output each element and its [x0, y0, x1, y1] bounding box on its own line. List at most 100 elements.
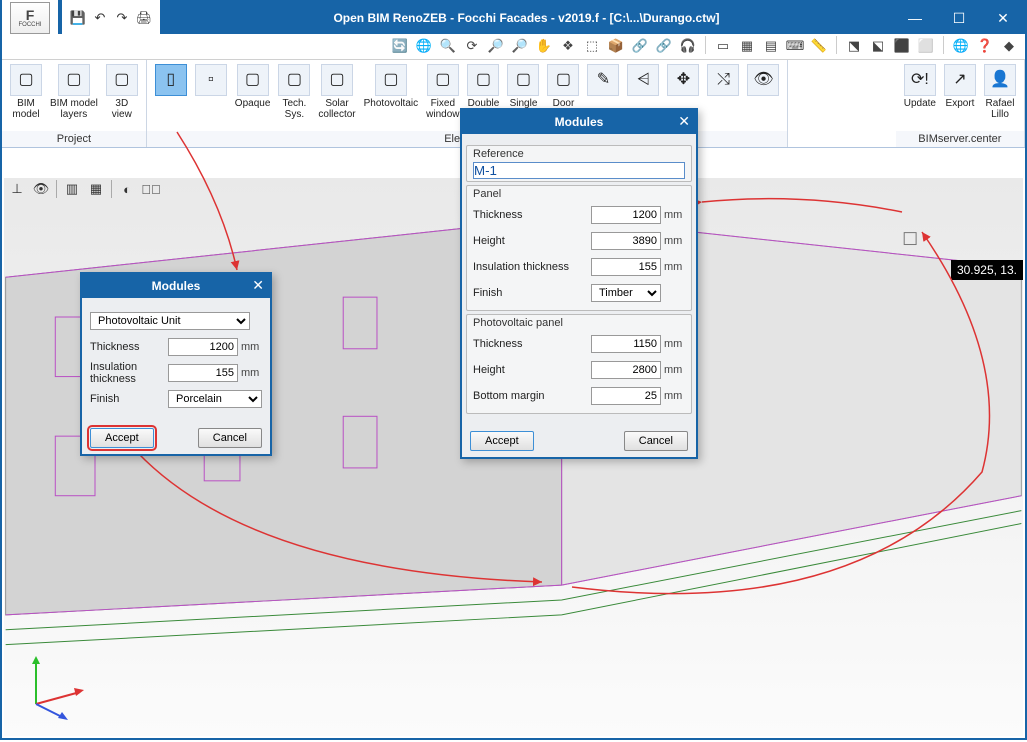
ribbon-solar[interactable]: ▢Solarcollector	[314, 62, 359, 129]
photovoltaic-icon: ▢	[375, 64, 407, 96]
viewport-tool-icon[interactable]: ◐	[118, 180, 136, 198]
ribbon-export[interactable]: ↗ Export	[940, 62, 980, 129]
photovoltaic-section: Photovoltaic panel	[473, 317, 685, 329]
ribbon-edit4[interactable]: ⤭	[703, 62, 743, 129]
toolbar-icon[interactable]: 🔎	[486, 36, 506, 56]
ribbon-label: Export	[946, 98, 975, 109]
toolbar-icon[interactable]: 🎧	[678, 36, 698, 56]
toolbar-icon[interactable]: ⬛	[892, 36, 912, 56]
toolbar-icon[interactable]: 🔗	[630, 36, 650, 56]
dialog-title[interactable]: Modules ✕	[82, 274, 270, 298]
ribbon-bim-model[interactable]: ▢BIMmodel	[6, 62, 46, 129]
toolbar-icon[interactable]: ⬕	[868, 36, 888, 56]
toolbar-icon[interactable]: 🌐	[414, 36, 434, 56]
pv-label: Bottom margin	[473, 390, 591, 402]
toolbar-icon[interactable]: ⬔	[844, 36, 864, 56]
toolbar-icon[interactable]: 🔍	[438, 36, 458, 56]
ribbon-eye[interactable]: 👁	[743, 62, 783, 129]
ribbon-user[interactable]: 👤RafaelLillo	[980, 62, 1020, 129]
app-logo[interactable]: FFOCCHI	[2, 0, 58, 38]
cancel-button[interactable]: Cancel	[624, 431, 688, 451]
panel-input[interactable]	[591, 206, 661, 224]
toolbar-icon[interactable]: 📏	[809, 36, 829, 56]
toolbar-icon[interactable]: ▭	[713, 36, 733, 56]
close-button[interactable]: ✕	[981, 3, 1025, 33]
finish-select[interactable]: Timber	[591, 284, 661, 302]
finish-select[interactable]: Porcelain	[168, 390, 262, 408]
pv-input[interactable]	[591, 361, 661, 379]
close-icon[interactable]: ✕	[678, 113, 690, 130]
solar-icon: ▢	[321, 64, 353, 96]
module-type-select[interactable]: Photovoltaic Unit	[90, 312, 250, 330]
reference-input[interactable]	[473, 162, 685, 179]
ribbon-module-sub[interactable]: ▫	[191, 62, 231, 129]
toolbar-icon[interactable]: ❓	[975, 36, 995, 56]
ribbon-tech-sys[interactable]: ▢Tech.Sys.	[274, 62, 314, 129]
viewport-tool-icon[interactable]: ▦	[87, 180, 105, 198]
viewport-tool-icon[interactable]: ▥	[63, 180, 81, 198]
ribbon-photovoltaic[interactable]: ▢Photovoltaic	[360, 62, 422, 129]
toolbar-icon[interactable]: 🔄	[390, 36, 410, 56]
maximize-button[interactable]: ☐	[937, 3, 981, 33]
minimize-button[interactable]: —	[893, 3, 937, 33]
redo-icon[interactable]: ↷	[114, 10, 130, 26]
toolbar-icon[interactable]: ⬚	[582, 36, 602, 56]
ribbon-label: Opaque	[235, 98, 271, 109]
panel-label: Height	[473, 235, 591, 247]
toolbar-icon[interactable]: ◆	[999, 36, 1019, 56]
toolbar-icon[interactable]: ❖	[558, 36, 578, 56]
toolbar-icon[interactable]: ⬜	[916, 36, 936, 56]
pv-input[interactable]	[591, 387, 661, 405]
param-input[interactable]	[168, 338, 238, 356]
fixed-window-icon: ▢	[427, 64, 459, 96]
ribbon-module[interactable]: ▯	[151, 62, 191, 129]
ribbon-bim-layers[interactable]: ▢BIM modellayers	[46, 62, 102, 129]
accept-button[interactable]: Accept	[470, 431, 534, 451]
ribbon-label: Tech.Sys.	[282, 98, 306, 120]
save-icon[interactable]: 💾	[70, 10, 86, 26]
param-input[interactable]	[168, 364, 238, 382]
toolbar-icon[interactable]: 🔗	[654, 36, 674, 56]
dialog-title[interactable]: Modules ✕	[462, 110, 696, 134]
edit4-icon: ⤭	[707, 64, 739, 96]
single-icon: ▢	[507, 64, 539, 96]
toolbar-icon[interactable]: ▤	[761, 36, 781, 56]
ribbon-label: BIM modellayers	[50, 98, 98, 120]
viewport-tool-icon[interactable]: 👁	[32, 180, 50, 198]
ribbon-label: RafaelLillo	[986, 98, 1015, 120]
close-icon[interactable]: ✕	[252, 277, 264, 294]
toolbar-icon[interactable]: ⟳	[462, 36, 482, 56]
tech-sys-icon: ▢	[278, 64, 310, 96]
toolbar-icon[interactable]: 🌐	[951, 36, 971, 56]
toolbar-icon[interactable]: ▦	[737, 36, 757, 56]
pv-input[interactable]	[591, 335, 661, 353]
panel-input[interactable]	[591, 258, 661, 276]
param-label: Thickness	[90, 341, 168, 353]
ribbon-fixed-window[interactable]: ▢Fixedwindow	[422, 62, 463, 129]
panel-section: Panel	[473, 188, 685, 200]
axis-gizmo	[18, 652, 88, 722]
3d-view-icon: ▢	[106, 64, 138, 96]
toolbar-icon[interactable]: ✋	[534, 36, 554, 56]
viewport-tool-icon[interactable]: 👁⃠	[142, 180, 160, 198]
toolbar-icon[interactable]: 🔎	[510, 36, 530, 56]
unit-label: mm	[661, 390, 685, 402]
ribbon-3d-view[interactable]: ▢3Dview	[102, 62, 142, 129]
panel-input[interactable]	[591, 232, 661, 250]
viewport-tool-icon[interactable]: ⊥	[8, 180, 26, 198]
undo-icon[interactable]: ↶	[92, 10, 108, 26]
modules-dialog-large: Modules ✕ Reference Panel ThicknessmmHei…	[460, 108, 698, 459]
bim-model-icon: ▢	[10, 64, 42, 96]
export-icon: ↗	[944, 64, 976, 96]
panel-label: Insulation thickness	[473, 261, 591, 273]
accept-button[interactable]: Accept	[90, 428, 154, 448]
ribbon-update[interactable]: ⟳!Update	[900, 62, 940, 129]
toolbar-icon[interactable]: ⌨	[785, 36, 805, 56]
ribbon-opaque[interactable]: ▢ Opaque	[231, 62, 275, 129]
print-icon[interactable]: 🖨	[136, 10, 152, 26]
unit-label: mm	[661, 338, 685, 350]
edit2-icon: ⩤	[627, 64, 659, 96]
opaque-icon: ▢	[237, 64, 269, 96]
cancel-button[interactable]: Cancel	[198, 428, 262, 448]
toolbar-icon[interactable]: 📦	[606, 36, 626, 56]
